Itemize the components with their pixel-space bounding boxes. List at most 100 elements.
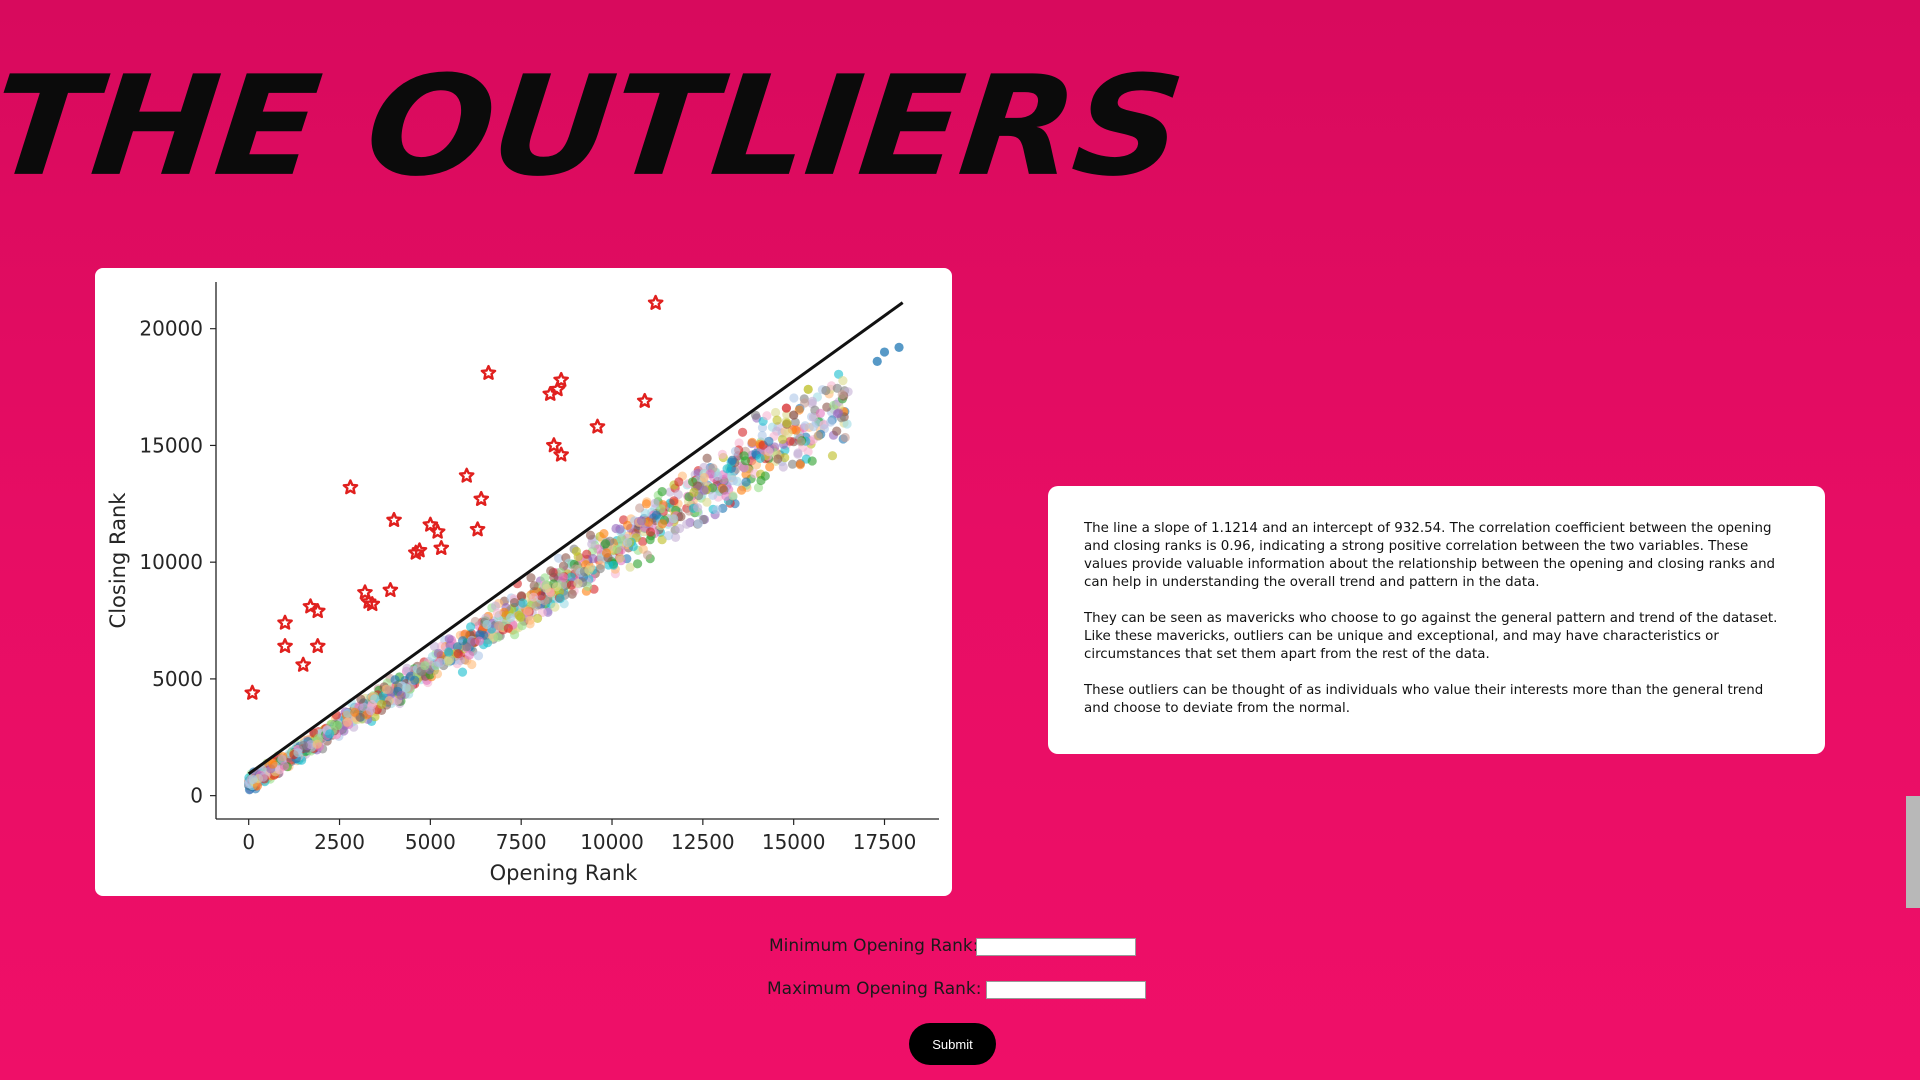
data-point [410, 675, 420, 685]
x-tick-label: 10000 [580, 830, 644, 854]
data-point [674, 477, 684, 487]
data-point [529, 581, 539, 591]
data-point [432, 669, 443, 679]
data-point [453, 649, 463, 659]
data-point [554, 553, 564, 563]
data-point [837, 389, 847, 400]
data-point [509, 598, 520, 608]
data-point [783, 428, 793, 438]
data-point [599, 529, 609, 539]
outlier-star [469, 521, 486, 537]
data-point [390, 675, 400, 685]
data-point [656, 504, 666, 514]
data-point [625, 562, 635, 572]
data-point [747, 437, 757, 447]
outlier-star [429, 523, 446, 539]
data-point [773, 454, 783, 464]
data-point [420, 661, 430, 671]
x-tick-label: 2500 [314, 830, 365, 854]
outlier-star [589, 418, 606, 434]
data-point [822, 402, 832, 412]
data-point [384, 685, 394, 695]
data-point [787, 459, 798, 469]
data-point [739, 463, 749, 473]
page-title: THE OUTLIERS [0, 46, 1189, 208]
data-point [623, 520, 633, 530]
data-point [608, 560, 619, 570]
data-point [494, 621, 504, 631]
data-point [765, 462, 775, 472]
data-point [734, 438, 744, 448]
data-point [757, 430, 767, 441]
data-point [764, 447, 774, 457]
data-point [518, 598, 528, 608]
data-point [795, 460, 805, 470]
data-point [437, 641, 447, 651]
info-card: The line a slope of 1.1214 and an interc… [1048, 486, 1825, 754]
data-point [531, 601, 541, 611]
min-opening-rank-input[interactable] [976, 938, 1136, 956]
scrollbar-thumb[interactable] [1906, 796, 1920, 908]
data-point [772, 415, 782, 425]
data-point [550, 602, 560, 612]
outlier-star [549, 381, 566, 397]
data-point [298, 740, 308, 750]
data-point [702, 453, 712, 463]
data-point [536, 591, 546, 601]
data-point [279, 761, 289, 771]
data-point [559, 573, 569, 583]
data-point [645, 527, 656, 537]
data-point [671, 532, 681, 542]
min-opening-rank-label: Minimum Opening Rank: [769, 936, 979, 956]
submit-button[interactable]: Submit [909, 1023, 996, 1065]
outlier-star [244, 684, 261, 700]
data-point [458, 636, 468, 646]
data-point [526, 573, 536, 583]
data-point [573, 578, 583, 588]
data-point [777, 434, 788, 444]
data-point [796, 437, 806, 447]
data-point [601, 548, 612, 558]
info-paragraph-slope: The line a slope of 1.1214 and an interc… [1084, 521, 1776, 590]
max-opening-rank-label: Maximum Opening Rank: [767, 979, 982, 999]
data-point [657, 487, 667, 497]
data-point [682, 519, 692, 529]
data-point [474, 636, 484, 646]
data-point [306, 740, 316, 750]
data-point [832, 409, 843, 419]
data-point [444, 634, 454, 644]
y-tick-label: 0 [190, 784, 203, 808]
data-point [552, 582, 562, 592]
data-point [764, 436, 774, 446]
data-point [669, 496, 679, 506]
data-point [778, 462, 788, 472]
data-point [789, 393, 799, 403]
data-point [636, 516, 647, 526]
data-point [756, 475, 766, 486]
data-point [702, 497, 712, 507]
data-point [503, 623, 513, 633]
data-point [343, 708, 353, 718]
data-point [635, 503, 645, 513]
data-point [730, 446, 741, 456]
data-point [807, 396, 818, 406]
outlier-star [647, 294, 664, 310]
outlier-star [546, 437, 562, 453]
data-point [312, 739, 322, 749]
data-point [751, 410, 761, 420]
data-point [689, 487, 699, 497]
data-point [762, 411, 772, 421]
data-point [248, 774, 258, 785]
max-opening-rank-input[interactable] [986, 981, 1146, 999]
data-point [492, 608, 502, 618]
data-point [571, 546, 581, 556]
outlier-star [342, 479, 359, 495]
data-point [333, 720, 343, 731]
info-paragraph-mavericks: They can be seen as mavericks who choose… [1084, 611, 1778, 662]
outlier-star [364, 596, 381, 612]
regression-line [247, 301, 904, 776]
data-point [693, 503, 703, 513]
data-point [517, 621, 527, 631]
data-point [615, 553, 625, 563]
data-point [771, 407, 781, 418]
